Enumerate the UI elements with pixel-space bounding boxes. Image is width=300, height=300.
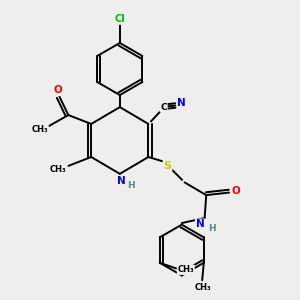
Text: C: C bbox=[160, 103, 167, 112]
Text: H: H bbox=[208, 224, 215, 232]
Text: CH₃: CH₃ bbox=[50, 165, 67, 174]
Text: N: N bbox=[117, 176, 126, 186]
Text: H: H bbox=[127, 182, 135, 190]
Text: O: O bbox=[53, 85, 62, 95]
Text: CH₃: CH₃ bbox=[178, 265, 194, 274]
Text: N: N bbox=[177, 98, 186, 108]
Text: CH₃: CH₃ bbox=[195, 283, 212, 292]
Text: S: S bbox=[164, 161, 172, 171]
Text: Cl: Cl bbox=[114, 14, 125, 24]
Text: O: O bbox=[232, 186, 241, 196]
Text: N: N bbox=[196, 219, 205, 229]
Text: CH₃: CH₃ bbox=[32, 125, 48, 134]
